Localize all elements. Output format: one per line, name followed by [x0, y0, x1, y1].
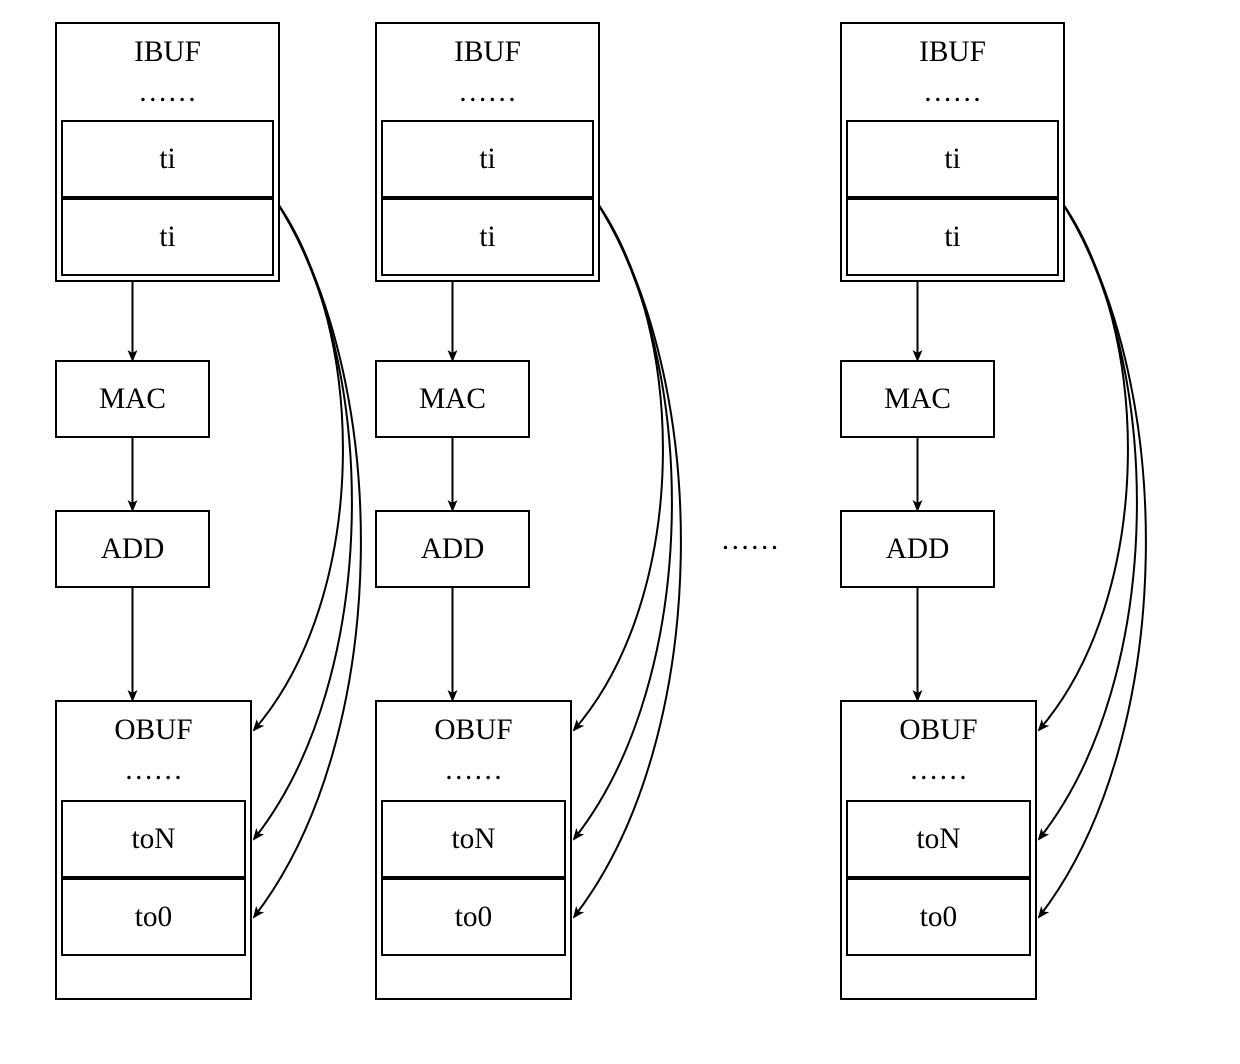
middle-ellipsis: ……: [700, 520, 800, 560]
ibuf-row2-label-0: ti: [61, 198, 274, 276]
obuf-row1-label-1: toN: [381, 800, 566, 878]
ibuf-row1-label-0: ti: [61, 120, 274, 198]
mac-label-0: MAC: [55, 360, 210, 438]
obuf-ellipsis-0: ……: [55, 750, 252, 790]
mac-label-2: MAC: [840, 360, 995, 438]
ibuf-title-0: IBUF: [55, 32, 280, 72]
diagram-canvas: IBUF……titiMACADDOBUF……toNto0IBUF……titiMA…: [0, 0, 1240, 1064]
obuf-row2-label-2: to0: [846, 878, 1031, 956]
ibuf-row1-label-1: ti: [381, 120, 594, 198]
ibuf-row1-label-2: ti: [846, 120, 1059, 198]
mac-label-1: MAC: [375, 360, 530, 438]
add-label-1: ADD: [375, 510, 530, 588]
obuf-row1-label-2: toN: [846, 800, 1031, 878]
obuf-title-1: OBUF: [375, 710, 572, 750]
ibuf-ellipsis-2: ……: [840, 72, 1065, 112]
obuf-row1-label-0: toN: [61, 800, 246, 878]
obuf-title-0: OBUF: [55, 710, 252, 750]
ibuf-title-1: IBUF: [375, 32, 600, 72]
ibuf-row2-label-2: ti: [846, 198, 1059, 276]
ibuf-title-2: IBUF: [840, 32, 1065, 72]
obuf-title-2: OBUF: [840, 710, 1037, 750]
add-label-2: ADD: [840, 510, 995, 588]
obuf-ellipsis-2: ……: [840, 750, 1037, 790]
ibuf-ellipsis-1: ……: [375, 72, 600, 112]
obuf-row2-label-1: to0: [381, 878, 566, 956]
ibuf-ellipsis-0: ……: [55, 72, 280, 112]
obuf-row2-label-0: to0: [61, 878, 246, 956]
obuf-ellipsis-1: ……: [375, 750, 572, 790]
add-label-0: ADD: [55, 510, 210, 588]
ibuf-row2-label-1: ti: [381, 198, 594, 276]
